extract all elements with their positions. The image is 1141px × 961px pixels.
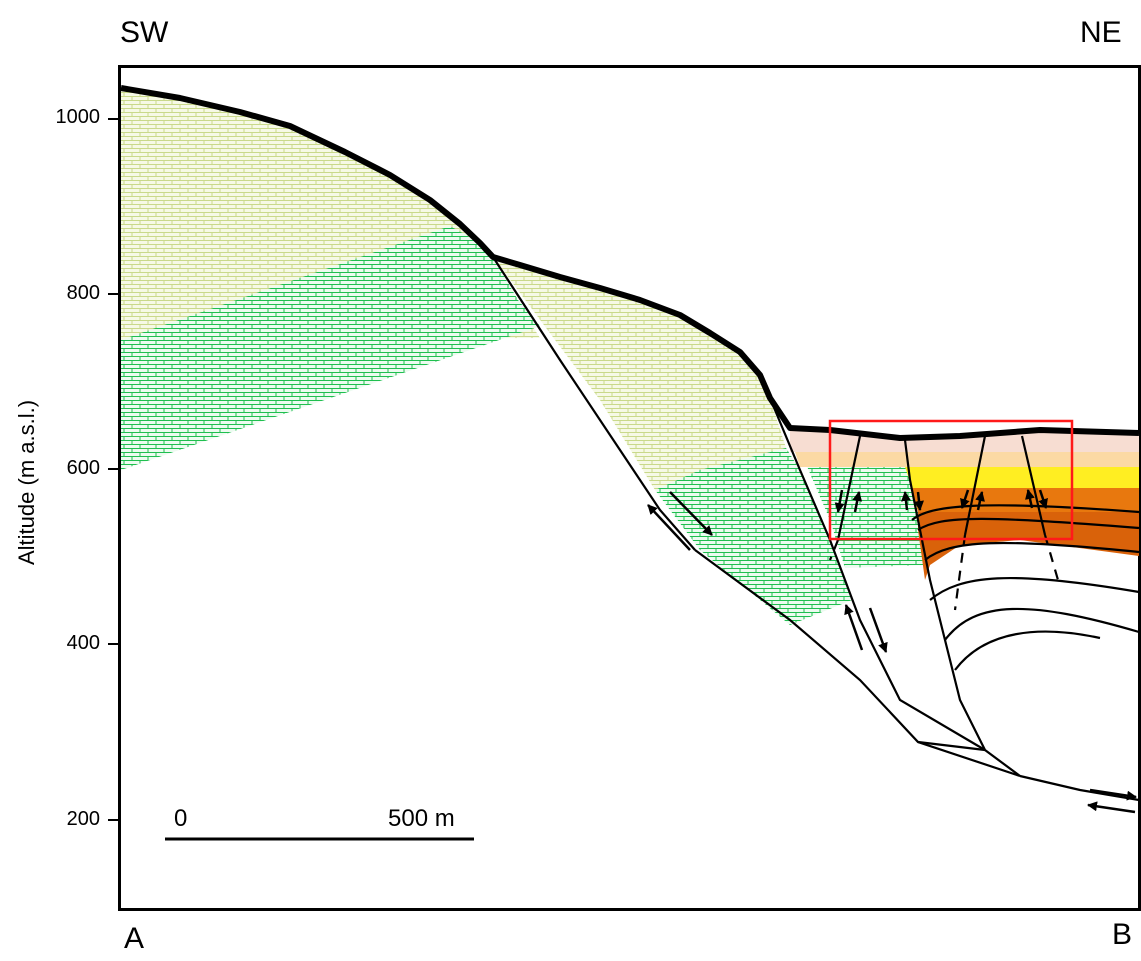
direction-ne-label: NE xyxy=(1080,16,1122,49)
y-tick-label: 200 xyxy=(66,808,100,830)
limestone-unit-green-middle xyxy=(655,448,852,625)
y-tick-label: 800 xyxy=(66,282,100,304)
limestone-unit-upper-middle xyxy=(493,257,786,490)
section-start-label: A xyxy=(124,922,145,955)
y-tick-label: 1000 xyxy=(55,106,101,128)
basin-layers xyxy=(790,428,1139,580)
fault-lines xyxy=(492,256,1140,802)
direction-sw-label: SW xyxy=(120,16,169,49)
scale-bar-zero-label: 0 xyxy=(174,805,188,832)
scale-bar-length-label: 500 m xyxy=(388,805,455,832)
y-axis-ticks xyxy=(108,118,121,821)
inferred-faults xyxy=(828,534,1060,611)
fault-motion-arrows xyxy=(647,489,1137,814)
section-end-label: B xyxy=(1112,918,1133,951)
highlight-box xyxy=(828,419,1074,541)
limestone-unit-green-west xyxy=(121,226,540,470)
y-tick-label: 600 xyxy=(66,457,100,479)
y-tick-label: 400 xyxy=(66,632,100,654)
